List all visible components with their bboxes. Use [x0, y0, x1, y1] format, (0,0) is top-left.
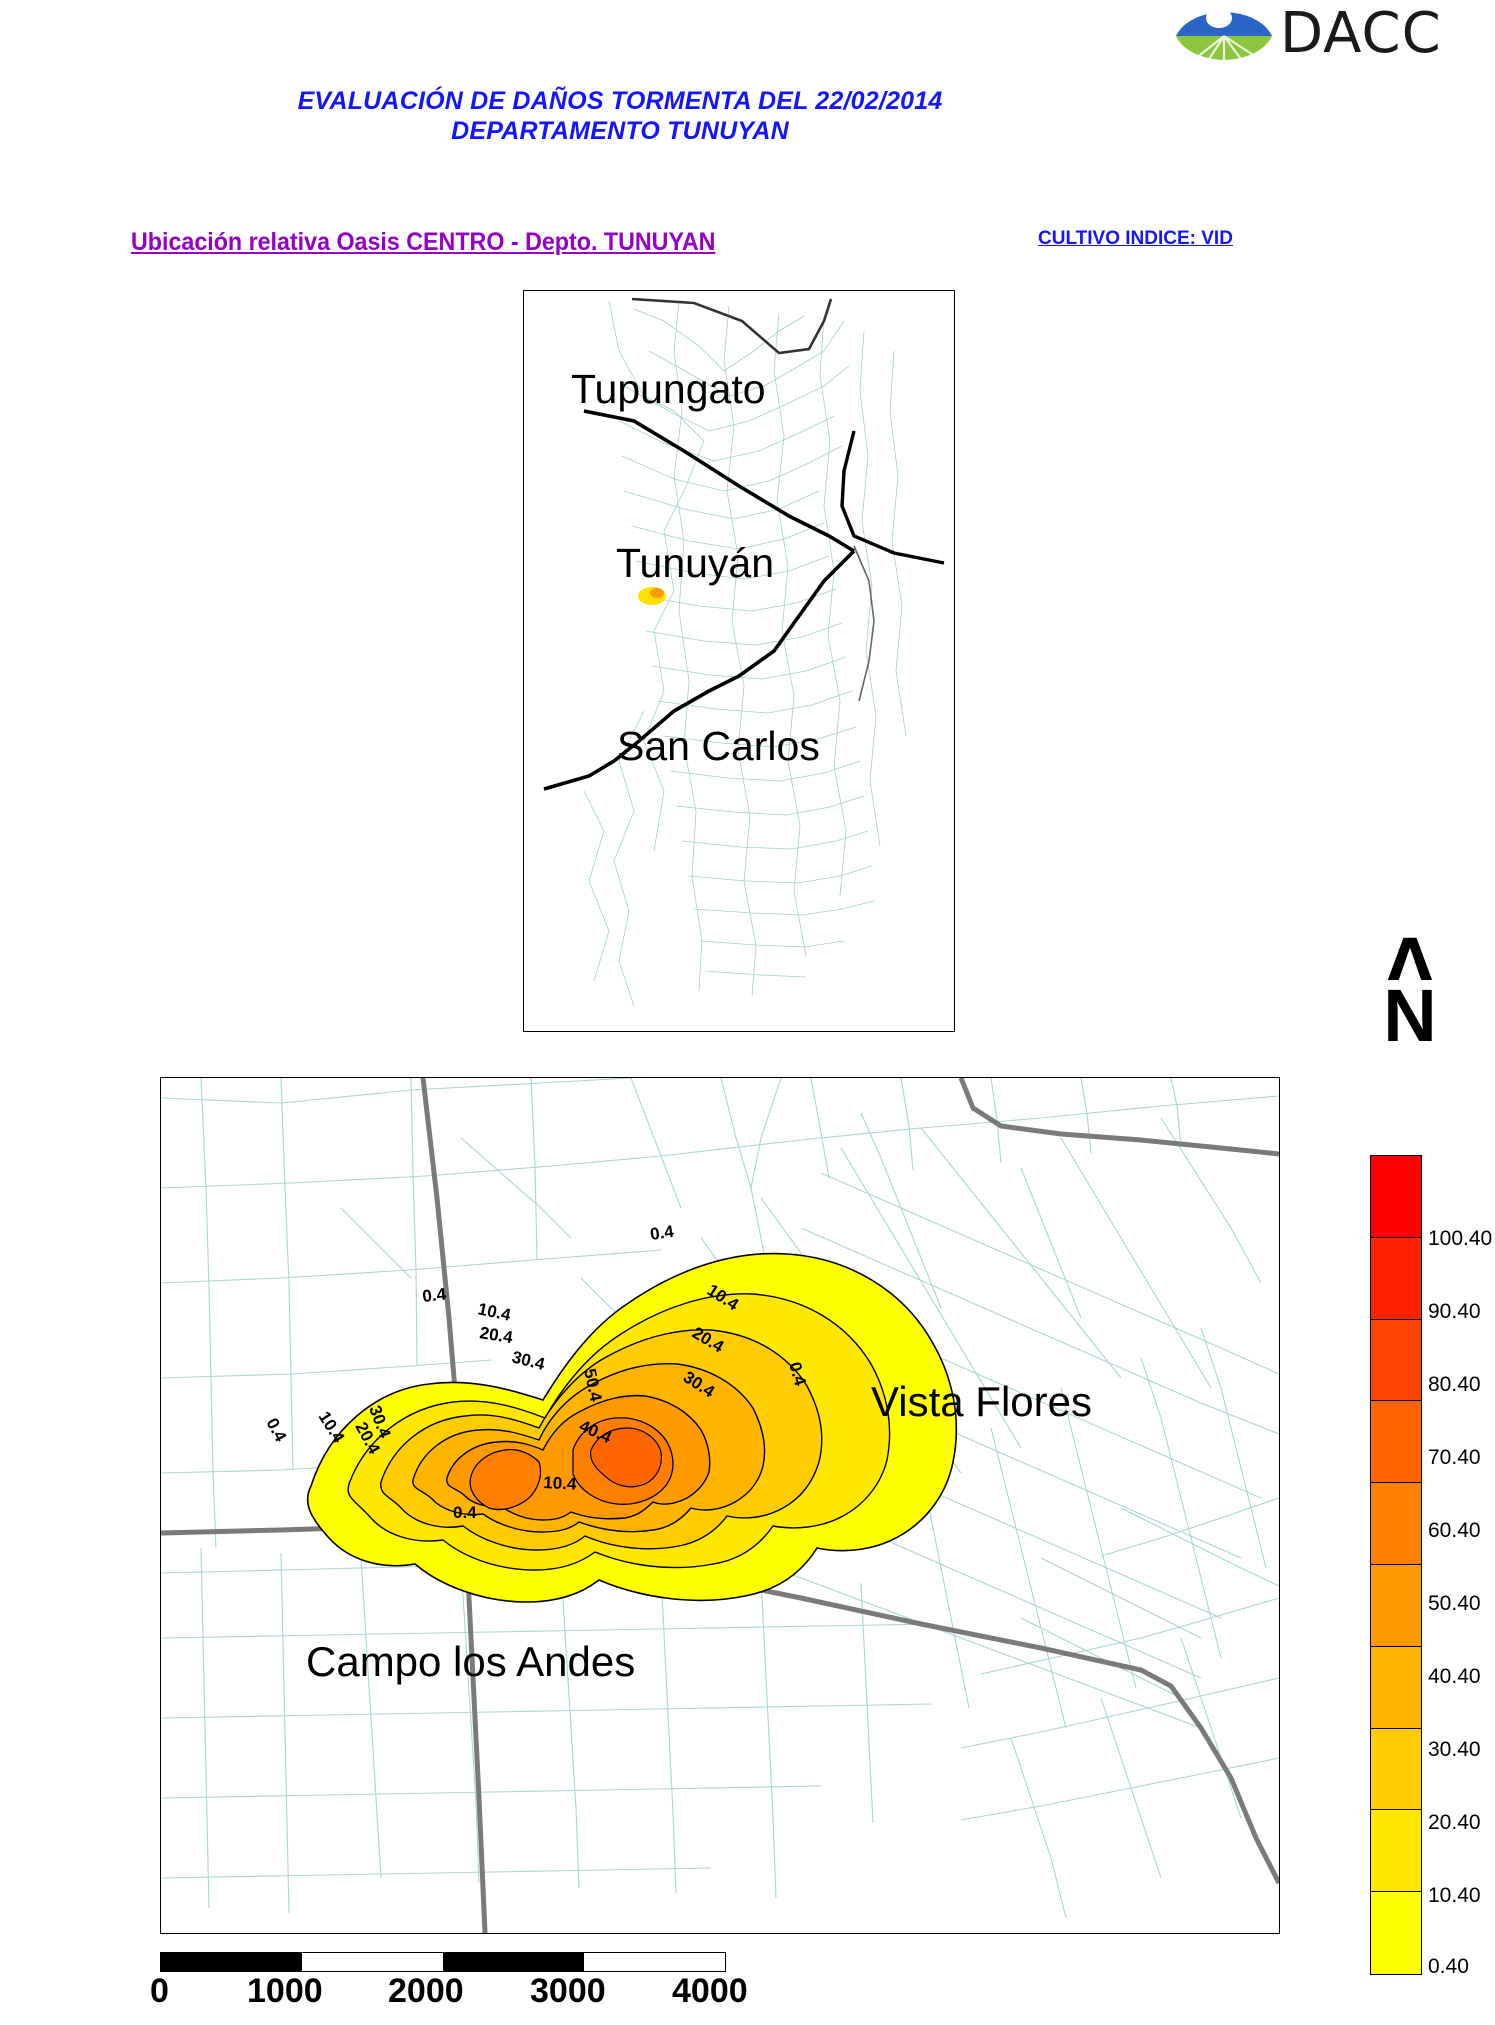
colorbar-tick: 50.40 — [1428, 1592, 1481, 1615]
damage-contour-map[interactable]: 0.4 10.4 20.4 30.4 50.4 0.4 40.4 0.4 10.… — [160, 1077, 1280, 1934]
colorbar-band — [1371, 1156, 1421, 1238]
inset-label-tunuyan: Tunuyán — [616, 540, 775, 586]
north-arrow: Λ N — [1355, 926, 1465, 1057]
contour-band-50-west — [469, 1448, 542, 1511]
colorbar-band — [1371, 1564, 1421, 1647]
colorbar-band — [1371, 1892, 1421, 1974]
colorbar-band — [1371, 1483, 1421, 1565]
svg-text:10.4: 10.4 — [476, 1299, 513, 1325]
page-title: EVALUACIÓN DE DAÑOS TORMENTA DEL 22/02/2… — [0, 86, 1240, 146]
colorbar-tick: 10.40 — [1428, 1884, 1481, 1907]
colorbar-band — [1371, 1728, 1421, 1811]
inset-label-tupungato: Tupungato — [571, 366, 766, 412]
colorbar-tick: 70.40 — [1428, 1446, 1481, 1469]
north-arrow-caret: Λ — [1387, 926, 1433, 994]
dacc-logo: DACC — [1172, 2, 1492, 72]
main-road-north — [583, 409, 855, 553]
scale-segment — [584, 1953, 725, 1971]
distance-scale: 0 1000 2000 3000 4000 — [150, 1952, 780, 2022]
colorbar-tick: 100.40 — [1428, 1227, 1493, 1250]
dacc-wordmark: DACC — [1280, 1, 1442, 66]
colorbar-band — [1371, 1646, 1421, 1729]
colorbar-tick: 60.40 — [1428, 1519, 1481, 1542]
colorbar-tick: 0.40 — [1428, 1955, 1469, 1978]
title-line-1: EVALUACIÓN DE DAÑOS TORMENTA DEL 22/02/2… — [297, 87, 943, 115]
colorbar-band — [1371, 1810, 1421, 1893]
scale-label: 0 — [150, 1972, 169, 2010]
locator-map[interactable]: Tupungato Tunuyán San Carlos — [523, 290, 955, 1032]
main-road-east — [840, 430, 945, 565]
inset-label-san-carlos: San Carlos — [617, 723, 820, 769]
colorbar-tick: 80.40 — [1428, 1373, 1481, 1396]
scale-label: 4000 — [672, 1972, 748, 2010]
colorbar-tick: 40.40 — [1428, 1665, 1481, 1688]
svg-text:0.4: 0.4 — [453, 1503, 477, 1522]
crop-index-label: CULTIVO INDICE: VID — [1038, 228, 1233, 249]
colorbar-band — [1371, 1401, 1421, 1484]
svg-text:0.4: 0.4 — [649, 1222, 676, 1244]
scale-bar-graphic — [160, 1952, 726, 1972]
scale-segment — [161, 1953, 302, 1971]
contour-fills — [306, 1252, 958, 1603]
district-boundary — [631, 297, 833, 355]
scale-label: 2000 — [388, 1972, 464, 2010]
scale-label: 1000 — [247, 1972, 323, 2010]
parcel-lines — [583, 300, 907, 1007]
colorbar-tick: 20.40 — [1428, 1811, 1481, 1834]
damage-colorbar[interactable]: 100.40 90.40 80.40 70.40 60.40 50.40 40.… — [1370, 1155, 1493, 1995]
colorbar-band — [1371, 1237, 1421, 1320]
svg-text:10.4: 10.4 — [543, 1473, 578, 1494]
dacc-sun-field-icon — [1176, 8, 1272, 68]
scale-segment — [302, 1953, 443, 1971]
svg-text:0.4: 0.4 — [421, 1285, 447, 1306]
colorbar-tick: 90.40 — [1428, 1300, 1481, 1323]
title-line-2: DEPARTAMENTO TUNUYAN — [451, 117, 789, 145]
scale-segment — [443, 1953, 584, 1971]
colorbar-tick: 30.40 — [1428, 1738, 1481, 1761]
map-label-campo-los-andes: Campo los Andes — [306, 1638, 636, 1685]
damage-hotspot — [638, 587, 666, 605]
scale-label: 3000 — [530, 1972, 606, 2010]
svg-text:30.4: 30.4 — [510, 1347, 547, 1374]
locator-subtitle: Ubicación relativa Oasis CENTRO - Depto.… — [131, 228, 716, 256]
contour-band-60 — [590, 1427, 662, 1488]
contour-map-canvas: 0.4 10.4 20.4 30.4 50.4 0.4 40.4 0.4 10.… — [161, 1078, 1279, 1933]
svg-text:20.4: 20.4 — [478, 1323, 514, 1347]
north-arrow-letter: N — [1383, 974, 1437, 1057]
colorbar-gradient — [1370, 1155, 1422, 1975]
svg-text:0.4: 0.4 — [262, 1415, 290, 1445]
locator-map-canvas — [543, 297, 945, 1007]
main-road-south — [543, 549, 856, 791]
colorbar-band — [1371, 1319, 1421, 1402]
map-label-vista-flores: Vista Flores — [871, 1378, 1092, 1425]
